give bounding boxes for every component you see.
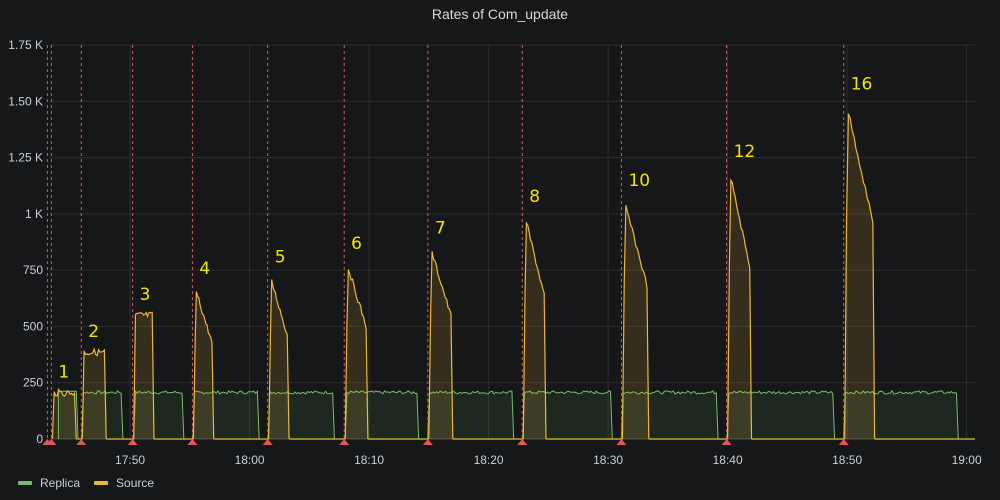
source-swatch-icon [94, 481, 109, 485]
burst-label: 4 [199, 259, 210, 279]
x-tick-label: 18:40 [713, 453, 743, 467]
y-tick-label: 1 K [25, 207, 43, 221]
y-tick-label: 500 [23, 319, 43, 333]
source-burst[interactable] [522, 221, 547, 440]
y-tick-label: 1.75 K [8, 38, 43, 52]
source-burst[interactable] [81, 347, 107, 440]
legend-label-source: Source [116, 476, 155, 490]
y-tick-label: 0 [36, 432, 43, 446]
burst-label: 2 [88, 322, 99, 342]
annotation-marker-icon[interactable] [187, 439, 198, 445]
source-burst[interactable] [133, 311, 155, 440]
source-burst[interactable] [344, 269, 369, 440]
legend-label-replica: Replica [40, 476, 81, 490]
y-tick-label: 250 [23, 376, 43, 390]
y-tick-label: 1.25 K [8, 151, 43, 165]
annotation-marker-icon[interactable] [339, 439, 350, 445]
annotation-marker-icon[interactable] [76, 439, 87, 445]
replica-series[interactable] [57, 389, 959, 440]
legend-item-replica[interactable]: Replica [18, 476, 80, 490]
y-tick-label: 1.50 K [8, 94, 43, 108]
burst-label: 3 [140, 285, 151, 305]
annotation-marker-icon[interactable] [721, 439, 732, 445]
annotation-marker-icon[interactable] [517, 439, 528, 445]
x-tick-label: 17:50 [115, 453, 145, 467]
annotation-marker-icon[interactable] [127, 439, 138, 445]
burst-label: 6 [351, 234, 362, 254]
burst-label: 12 [734, 142, 756, 162]
y-tick-label: 750 [23, 263, 43, 277]
source-burst[interactable] [428, 251, 454, 440]
annotation-marker-icon[interactable] [422, 439, 433, 445]
source-burst[interactable] [844, 113, 876, 440]
annotation-marker-icon[interactable] [838, 439, 849, 445]
annotation-marker-icon[interactable] [616, 439, 627, 445]
annotation-marker-icon[interactable] [262, 439, 273, 445]
x-tick-label: 19:00 [952, 453, 982, 467]
source-burst[interactable] [268, 279, 290, 440]
legend-item-source[interactable]: Source [94, 476, 154, 490]
x-tick-label: 18:30 [593, 453, 623, 467]
burst-label: 7 [435, 218, 446, 238]
x-tick-label: 18:00 [235, 453, 265, 467]
x-tick-label: 18:50 [832, 453, 862, 467]
source-burst[interactable] [727, 178, 753, 440]
burst-label: 10 [628, 171, 650, 191]
source-burst[interactable] [51, 388, 77, 440]
chart-title: Rates of Com_update [431, 6, 569, 22]
replica-swatch-icon [18, 481, 32, 485]
legend: Replica Source [18, 476, 154, 490]
chart-plot-area[interactable]: 0 250 500 750 1 K 1.25 K 1.50 K 1.75 K 17:50 18:0… [0, 0, 1000, 470]
burst-label: 16 [851, 74, 873, 94]
source-burst[interactable] [621, 204, 650, 440]
x-tick-label: 18:20 [474, 453, 504, 467]
x-tick-label: 18:10 [354, 453, 384, 467]
source-burst[interactable] [192, 291, 215, 440]
burst-label: 8 [529, 187, 540, 207]
burst-label: 1 [58, 362, 69, 382]
burst-label: 5 [275, 248, 286, 268]
